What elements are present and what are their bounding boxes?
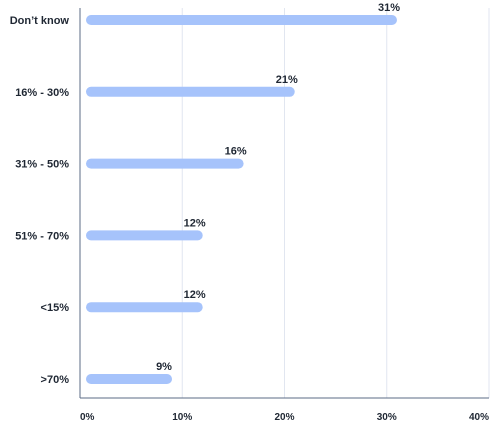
category-label-2: 31% - 50% [15,159,69,171]
bar-3 [86,230,203,241]
category-label-1: 16% - 30% [15,87,69,99]
labels: 31% Don’t know 21% 16% - 30% 16% 31% - 50% 12%… [10,2,489,423]
x-tick-label-1: 10% [172,412,192,423]
category-label-3: 51% - 70% [15,230,69,242]
value-label-5: 9% [156,361,172,373]
value-label-4: 12% [184,289,206,301]
bar-1 [86,86,295,97]
x-tick-label-0: 0% [80,412,95,423]
category-label-4: <15% [41,302,70,314]
bars [86,15,397,384]
bar-5 [86,374,173,384]
axes [79,8,489,399]
value-label-0: 31% [378,2,400,14]
value-label-2: 16% [225,146,247,158]
x-tick-label-2: 20% [274,412,294,423]
bar-2 [86,158,244,169]
x-tick-label-3: 30% [377,412,397,423]
category-label-5: >70% [41,374,70,386]
category-label-0: Don’t know [10,15,70,27]
value-label-3: 12% [184,217,206,229]
x-tick-label-4: 40% [469,412,489,423]
value-label-1: 21% [276,74,298,86]
bar-0 [86,15,397,25]
gridlines [181,8,490,398]
bar-4 [86,302,203,313]
